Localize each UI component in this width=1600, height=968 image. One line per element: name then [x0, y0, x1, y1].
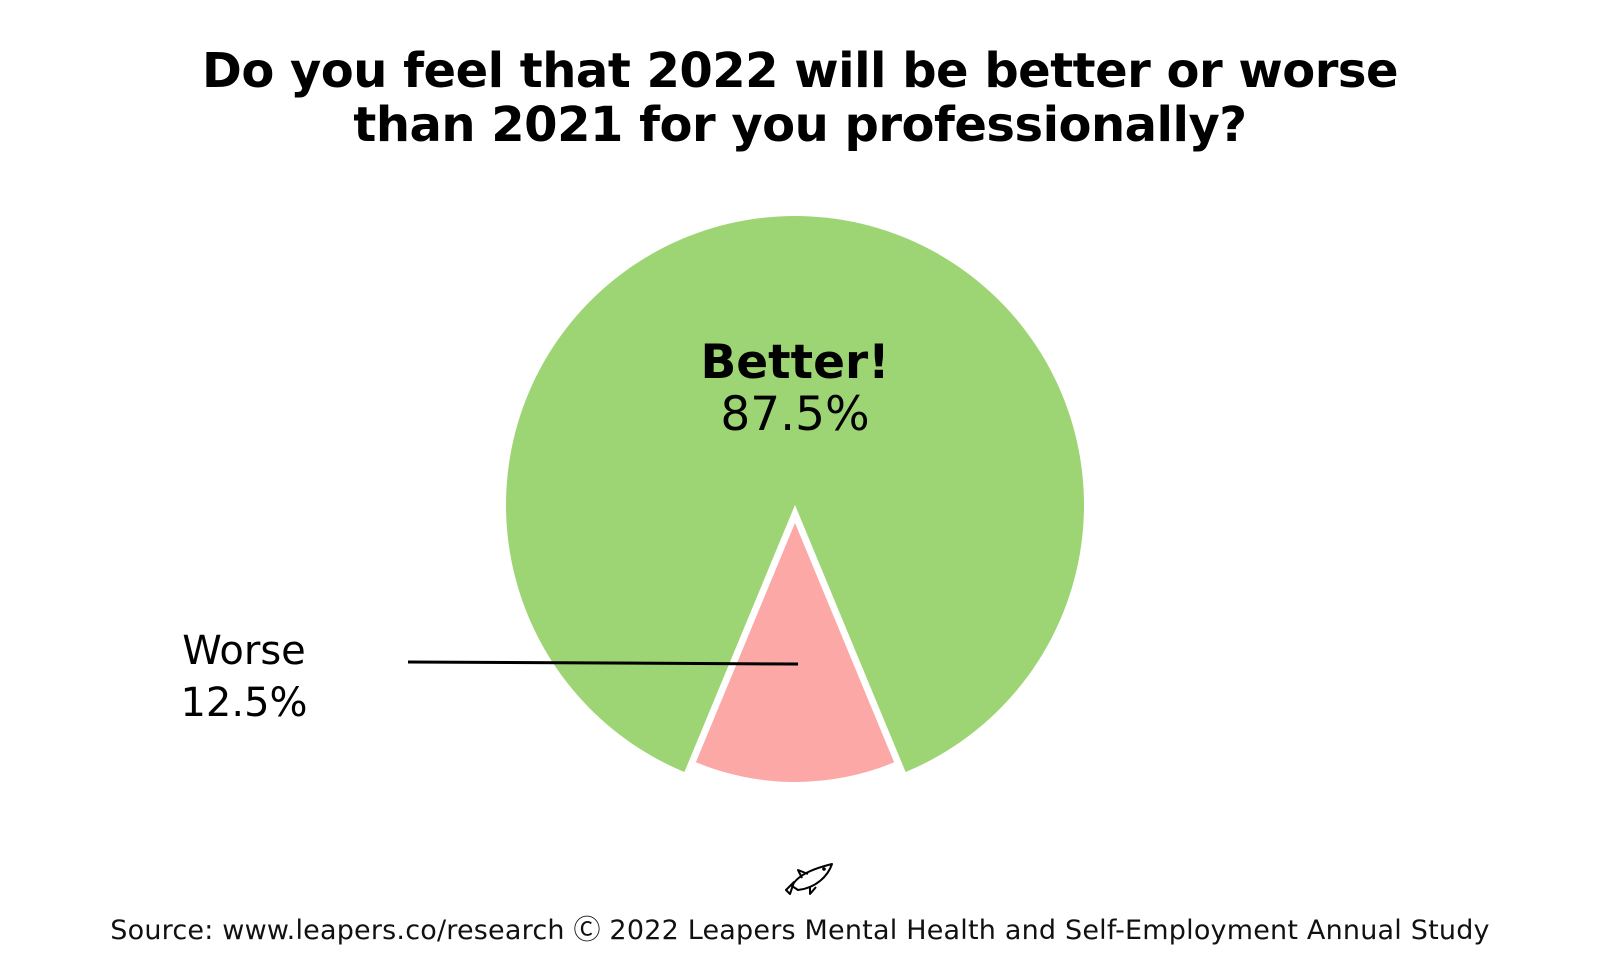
slice-label-worse: Worse: [182, 628, 306, 674]
slice-label-better: Better!: [700, 335, 889, 390]
slice-value-worse: 12.5%: [180, 680, 307, 726]
chart-title-line-1: Do you feel that 2022 will be better or …: [201, 43, 1399, 99]
slice-value-better: 87.5%: [720, 387, 869, 442]
chart-title-line-2: than 2021 for you professionally?: [353, 97, 1247, 153]
fish-icon: [785, 863, 833, 895]
leader-line-worse: [407, 660, 799, 666]
source-footer: Source: www.leapers.co/research Ⓒ 2022 L…: [110, 915, 1490, 946]
pie-slice-worse: [695, 523, 895, 782]
chart-title: Do you feel that 2022 will be better or …: [0, 44, 1600, 152]
pie-slice-better: [506, 216, 1085, 772]
